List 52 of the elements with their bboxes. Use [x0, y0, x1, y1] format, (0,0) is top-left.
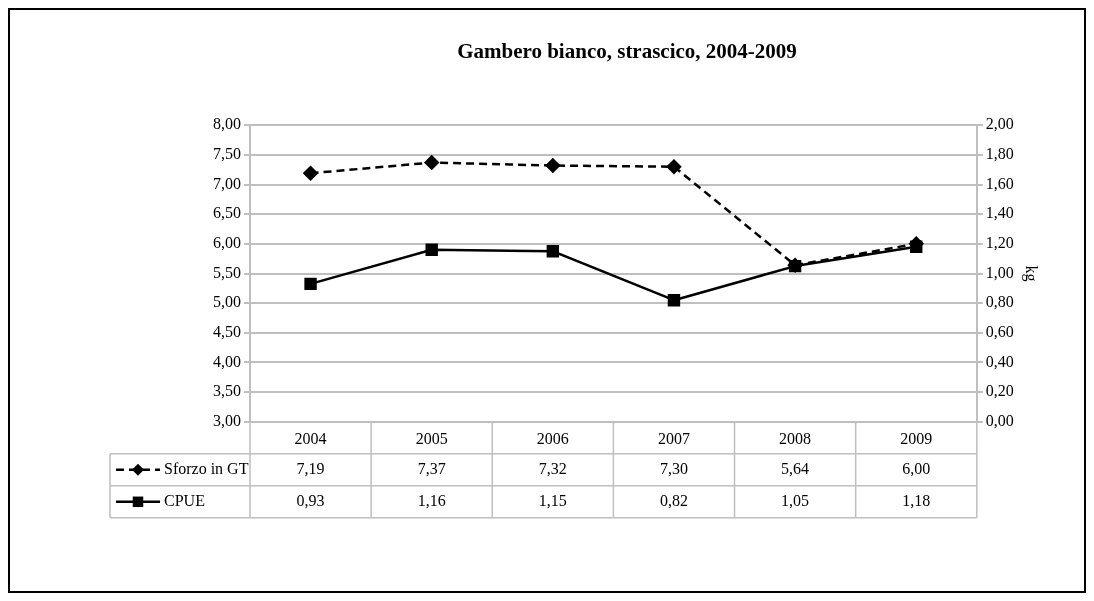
- data-label: 1,15: [538, 492, 567, 509]
- x-tick-label: 2004: [294, 429, 327, 447]
- y-tick-label: 3,00: [213, 412, 241, 429]
- y2-tick-label: 1,00: [985, 263, 1014, 281]
- point: [546, 245, 560, 258]
- point: [424, 155, 439, 170]
- data-label: 0,82: [659, 492, 688, 509]
- data-label: 7,37: [417, 460, 446, 477]
- legend-label: CPUE: [164, 492, 205, 509]
- y2-tick-label: 1,60: [985, 174, 1014, 192]
- x-tick-label: 2008: [779, 429, 812, 447]
- point: [304, 277, 317, 291]
- y-tick-label: 4,50: [213, 323, 241, 341]
- y2-tick-label: 0,60: [985, 323, 1014, 341]
- y-tick-label: 4,00: [213, 352, 241, 370]
- point: [303, 166, 318, 181]
- y-tick-label: 6,00: [213, 234, 241, 252]
- y2-tick-label: 1,20: [985, 234, 1014, 252]
- y-tick-label: 6,50: [213, 204, 241, 222]
- data-label: 5,64: [781, 460, 810, 477]
- y-tick-label: 5,00: [213, 293, 241, 311]
- data-label: 6,00: [902, 460, 931, 477]
- y2-tick-label: 0,80: [985, 293, 1014, 311]
- y2-axis-title: kg: [1022, 265, 1041, 282]
- y-tick-label: 3,50: [213, 382, 241, 400]
- chart-title: Gambero bianco, strascico, 2004-2009: [457, 39, 797, 64]
- x-tick-label: 2007: [657, 429, 690, 447]
- data-label: 7,30: [659, 460, 688, 477]
- y2-tick-label: 2,00: [985, 115, 1014, 133]
- y2-tick-label: 1,80: [985, 145, 1014, 163]
- data-label: 0,93: [296, 492, 325, 509]
- data-label: 7,19: [296, 460, 325, 477]
- y2-tick-label: 0,20: [985, 382, 1014, 400]
- y-tick-label: 5,50: [213, 263, 241, 281]
- data-label: 1,16: [417, 492, 446, 509]
- data-label: 7,32: [538, 460, 567, 477]
- x-tick-label: 2005: [415, 429, 448, 447]
- point: [667, 293, 681, 307]
- data-label: 1,05: [781, 492, 810, 509]
- y2-tick-label: 0,00: [985, 412, 1014, 429]
- y2-tick-label: 1,40: [985, 204, 1014, 222]
- point: [666, 159, 682, 174]
- data-label: 1,18: [902, 492, 931, 509]
- x-tick-label: 2006: [536, 429, 569, 447]
- x-tick-label: 2009: [900, 429, 933, 447]
- point: [545, 158, 561, 173]
- y-tick-label: 8,00: [213, 115, 241, 133]
- legend-label: Sforzo in GT: [164, 460, 249, 477]
- point: [425, 243, 438, 256]
- y-tick-label: 7,50: [213, 145, 241, 163]
- y2-tick-label: 0,40: [985, 352, 1014, 370]
- y-tick-label: 7,00: [213, 174, 241, 192]
